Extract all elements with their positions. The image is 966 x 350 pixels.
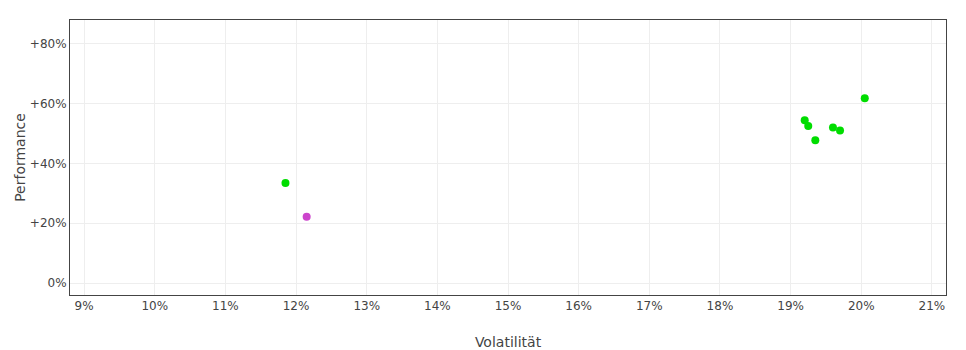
svg-text:+80%: +80%	[30, 37, 67, 51]
svg-text:+20%: +20%	[30, 216, 67, 230]
svg-text:Volatilität: Volatilität	[475, 334, 542, 350]
svg-text:18%: 18%	[707, 299, 734, 313]
svg-text:16%: 16%	[565, 299, 592, 313]
svg-text:14%: 14%	[424, 299, 451, 313]
svg-text:9%: 9%	[75, 299, 94, 313]
svg-text:10%: 10%	[141, 299, 168, 313]
svg-text:21%: 21%	[919, 299, 946, 313]
svg-text:19%: 19%	[777, 299, 804, 313]
svg-text:0%: 0%	[48, 276, 67, 290]
svg-text:Performance: Performance	[12, 113, 28, 202]
svg-text:12%: 12%	[283, 299, 310, 313]
svg-text:+60%: +60%	[30, 97, 67, 111]
svg-text:13%: 13%	[353, 299, 380, 313]
svg-text:11%: 11%	[212, 299, 239, 313]
svg-text:15%: 15%	[495, 299, 522, 313]
svg-text:20%: 20%	[848, 299, 875, 313]
svg-text:+40%: +40%	[30, 157, 67, 171]
svg-text:17%: 17%	[636, 299, 663, 313]
